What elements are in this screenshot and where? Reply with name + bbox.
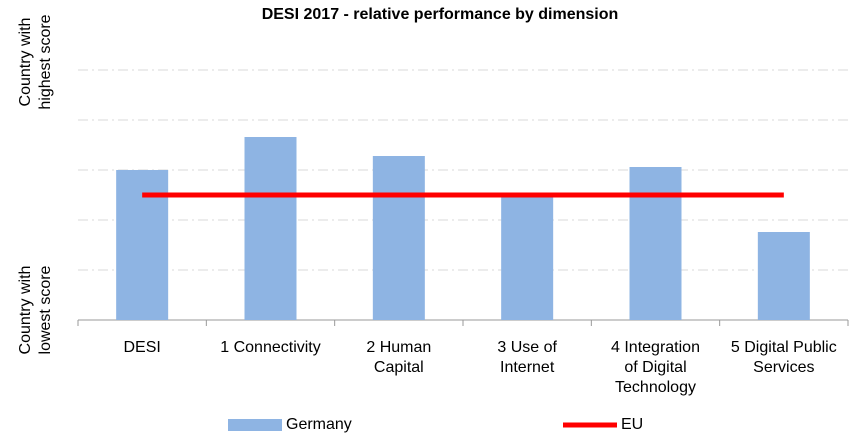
x-tick-label: 1 Connectivity: [220, 339, 321, 356]
x-tick-label: 4 Integration of Digital Technology: [611, 339, 700, 396]
y-label-bottom: Country with lowest score: [17, 265, 54, 355]
bar: [244, 137, 297, 320]
chart-title: DESI 2017 - relative performance by dime…: [262, 6, 619, 23]
y-label-top: Country with highest score: [17, 14, 54, 110]
bar: [501, 195, 554, 320]
bar: [757, 232, 810, 320]
legend-swatch: [228, 419, 282, 431]
legend-label: Germany: [286, 416, 352, 433]
x-tick-label: DESI: [123, 339, 161, 356]
x-tick-label: 5 Digital Public Services: [730, 339, 837, 376]
bar: [372, 156, 425, 320]
legend-label: EU: [621, 416, 643, 433]
x-tick-label: 3 Use of Internet: [497, 339, 557, 376]
bar: [629, 167, 682, 320]
x-tick-label: 2 Human Capital: [366, 339, 432, 376]
